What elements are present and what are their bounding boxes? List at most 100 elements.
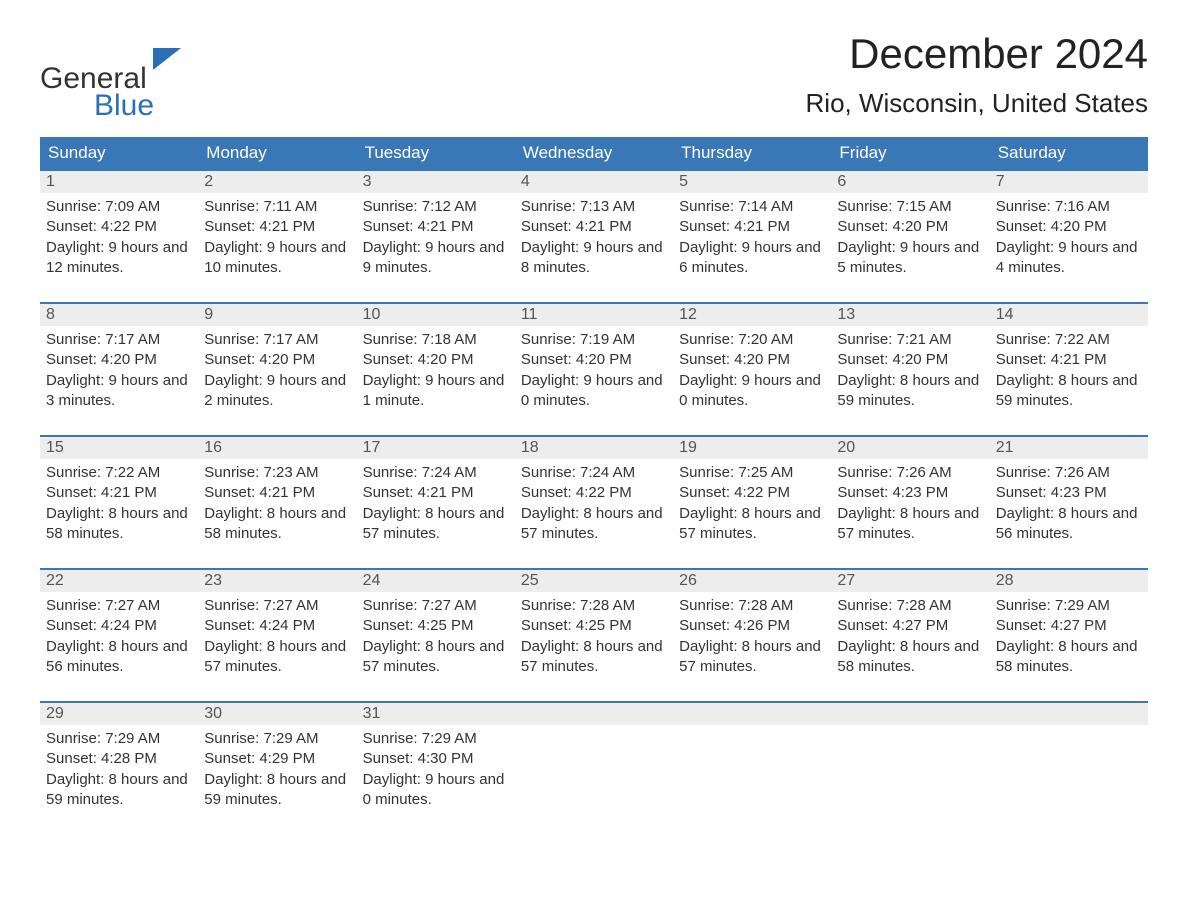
- sunset-text: Sunset: 4:21 PM: [996, 350, 1142, 370]
- daylight-text: Daylight: 8 hours and 58 minutes.: [837, 637, 983, 678]
- daylight-text: Daylight: 8 hours and 58 minutes.: [46, 504, 192, 545]
- day-body: Sunrise: 7:29 AMSunset: 4:28 PMDaylight:…: [40, 725, 198, 818]
- day-number: 1: [40, 171, 198, 193]
- sunset-text: Sunset: 4:24 PM: [204, 616, 350, 636]
- sunrise-text: Sunrise: 7:18 AM: [363, 330, 509, 350]
- day-body: Sunrise: 7:13 AMSunset: 4:21 PMDaylight:…: [515, 193, 673, 286]
- sunrise-text: Sunrise: 7:22 AM: [46, 463, 192, 483]
- day-cell: 19Sunrise: 7:25 AMSunset: 4:22 PMDayligh…: [673, 437, 831, 552]
- day-body: Sunrise: 7:18 AMSunset: 4:20 PMDaylight:…: [357, 326, 515, 419]
- day-number: 7: [990, 171, 1148, 193]
- day-number: 29: [40, 703, 198, 725]
- sunset-text: Sunset: 4:30 PM: [363, 749, 509, 769]
- logo-text: General Blue: [40, 48, 181, 119]
- day-number: 28: [990, 570, 1148, 592]
- day-body: Sunrise: 7:25 AMSunset: 4:22 PMDaylight:…: [673, 459, 831, 552]
- day-body: Sunrise: 7:15 AMSunset: 4:20 PMDaylight:…: [831, 193, 989, 286]
- sunrise-text: Sunrise: 7:29 AM: [996, 596, 1142, 616]
- sunrise-text: Sunrise: 7:26 AM: [837, 463, 983, 483]
- sunrise-text: Sunrise: 7:28 AM: [679, 596, 825, 616]
- day-cell: 12Sunrise: 7:20 AMSunset: 4:20 PMDayligh…: [673, 304, 831, 419]
- day-body: Sunrise: 7:17 AMSunset: 4:20 PMDaylight:…: [40, 326, 198, 419]
- sunrise-text: Sunrise: 7:23 AM: [204, 463, 350, 483]
- sunrise-text: Sunrise: 7:20 AM: [679, 330, 825, 350]
- day-cell: 11Sunrise: 7:19 AMSunset: 4:20 PMDayligh…: [515, 304, 673, 419]
- sunset-text: Sunset: 4:21 PM: [204, 483, 350, 503]
- daylight-text: Daylight: 9 hours and 12 minutes.: [46, 238, 192, 279]
- daylight-text: Daylight: 8 hours and 59 minutes.: [837, 371, 983, 412]
- day-cell: 17Sunrise: 7:24 AMSunset: 4:21 PMDayligh…: [357, 437, 515, 552]
- day-number: 25: [515, 570, 673, 592]
- sunset-text: Sunset: 4:25 PM: [363, 616, 509, 636]
- daylight-text: Daylight: 8 hours and 58 minutes.: [996, 637, 1142, 678]
- weekday-header: Monday: [198, 137, 356, 169]
- sunrise-text: Sunrise: 7:22 AM: [996, 330, 1142, 350]
- weekday-header: Tuesday: [357, 137, 515, 169]
- sunset-text: Sunset: 4:27 PM: [996, 616, 1142, 636]
- day-cell: 2Sunrise: 7:11 AMSunset: 4:21 PMDaylight…: [198, 171, 356, 286]
- sunset-text: Sunset: 4:20 PM: [996, 217, 1142, 237]
- day-number: 23: [198, 570, 356, 592]
- daylight-text: Daylight: 9 hours and 4 minutes.: [996, 238, 1142, 279]
- sunrise-text: Sunrise: 7:27 AM: [46, 596, 192, 616]
- day-number: 4: [515, 171, 673, 193]
- daylight-text: Daylight: 8 hours and 59 minutes.: [204, 770, 350, 811]
- day-number: [673, 703, 831, 725]
- daylight-text: Daylight: 8 hours and 57 minutes.: [521, 637, 667, 678]
- sunset-text: Sunset: 4:21 PM: [363, 483, 509, 503]
- day-cell: [673, 703, 831, 818]
- day-number: 19: [673, 437, 831, 459]
- day-cell: 4Sunrise: 7:13 AMSunset: 4:21 PMDaylight…: [515, 171, 673, 286]
- week-row: 29Sunrise: 7:29 AMSunset: 4:28 PMDayligh…: [40, 701, 1148, 818]
- sunrise-text: Sunrise: 7:17 AM: [46, 330, 192, 350]
- sunset-text: Sunset: 4:20 PM: [679, 350, 825, 370]
- sunrise-text: Sunrise: 7:27 AM: [363, 596, 509, 616]
- daylight-text: Daylight: 9 hours and 2 minutes.: [204, 371, 350, 412]
- day-body: Sunrise: 7:24 AMSunset: 4:21 PMDaylight:…: [357, 459, 515, 552]
- day-number: 12: [673, 304, 831, 326]
- daylight-text: Daylight: 9 hours and 0 minutes.: [363, 770, 509, 811]
- day-number: 21: [990, 437, 1148, 459]
- day-body: Sunrise: 7:27 AMSunset: 4:24 PMDaylight:…: [198, 592, 356, 685]
- week-row: 8Sunrise: 7:17 AMSunset: 4:20 PMDaylight…: [40, 302, 1148, 419]
- day-number: 15: [40, 437, 198, 459]
- daylight-text: Daylight: 9 hours and 3 minutes.: [46, 371, 192, 412]
- sunset-text: Sunset: 4:20 PM: [837, 350, 983, 370]
- day-number: 20: [831, 437, 989, 459]
- day-cell: 9Sunrise: 7:17 AMSunset: 4:20 PMDaylight…: [198, 304, 356, 419]
- sunrise-text: Sunrise: 7:29 AM: [46, 729, 192, 749]
- day-body: Sunrise: 7:24 AMSunset: 4:22 PMDaylight:…: [515, 459, 673, 552]
- sunrise-text: Sunrise: 7:12 AM: [363, 197, 509, 217]
- day-body: Sunrise: 7:20 AMSunset: 4:20 PMDaylight:…: [673, 326, 831, 419]
- day-number: [831, 703, 989, 725]
- day-cell: 30Sunrise: 7:29 AMSunset: 4:29 PMDayligh…: [198, 703, 356, 818]
- sunrise-text: Sunrise: 7:28 AM: [837, 596, 983, 616]
- day-body: Sunrise: 7:16 AMSunset: 4:20 PMDaylight:…: [990, 193, 1148, 286]
- day-body: Sunrise: 7:27 AMSunset: 4:25 PMDaylight:…: [357, 592, 515, 685]
- day-body: Sunrise: 7:22 AMSunset: 4:21 PMDaylight:…: [40, 459, 198, 552]
- sunset-text: Sunset: 4:20 PM: [837, 217, 983, 237]
- daylight-text: Daylight: 9 hours and 10 minutes.: [204, 238, 350, 279]
- day-body: Sunrise: 7:19 AMSunset: 4:20 PMDaylight:…: [515, 326, 673, 419]
- day-cell: 20Sunrise: 7:26 AMSunset: 4:23 PMDayligh…: [831, 437, 989, 552]
- sunrise-text: Sunrise: 7:21 AM: [837, 330, 983, 350]
- day-cell: 10Sunrise: 7:18 AMSunset: 4:20 PMDayligh…: [357, 304, 515, 419]
- day-body: Sunrise: 7:26 AMSunset: 4:23 PMDaylight:…: [990, 459, 1148, 552]
- day-body: Sunrise: 7:11 AMSunset: 4:21 PMDaylight:…: [198, 193, 356, 286]
- day-cell: 1Sunrise: 7:09 AMSunset: 4:22 PMDaylight…: [40, 171, 198, 286]
- sunset-text: Sunset: 4:21 PM: [363, 217, 509, 237]
- day-body: Sunrise: 7:28 AMSunset: 4:27 PMDaylight:…: [831, 592, 989, 685]
- daylight-text: Daylight: 8 hours and 59 minutes.: [996, 371, 1142, 412]
- logo: General Blue: [40, 30, 181, 119]
- day-cell: 5Sunrise: 7:14 AMSunset: 4:21 PMDaylight…: [673, 171, 831, 286]
- day-cell: 28 Sunrise: 7:29 AMSunset: 4:27 PMDayligh…: [990, 570, 1148, 685]
- week-row: 22Sunrise: 7:27 AMSunset: 4:24 PMDayligh…: [40, 568, 1148, 685]
- sunset-text: Sunset: 4:21 PM: [521, 217, 667, 237]
- day-cell: 31Sunrise: 7:29 AMSunset: 4:30 PMDayligh…: [357, 703, 515, 818]
- day-cell: 6Sunrise: 7:15 AMSunset: 4:20 PMDaylight…: [831, 171, 989, 286]
- day-body: Sunrise: 7:14 AMSunset: 4:21 PMDaylight:…: [673, 193, 831, 286]
- day-number: 5: [673, 171, 831, 193]
- sunset-text: Sunset: 4:22 PM: [521, 483, 667, 503]
- day-body: Sunrise: 7:21 AMSunset: 4:20 PMDaylight:…: [831, 326, 989, 419]
- sunset-text: Sunset: 4:27 PM: [837, 616, 983, 636]
